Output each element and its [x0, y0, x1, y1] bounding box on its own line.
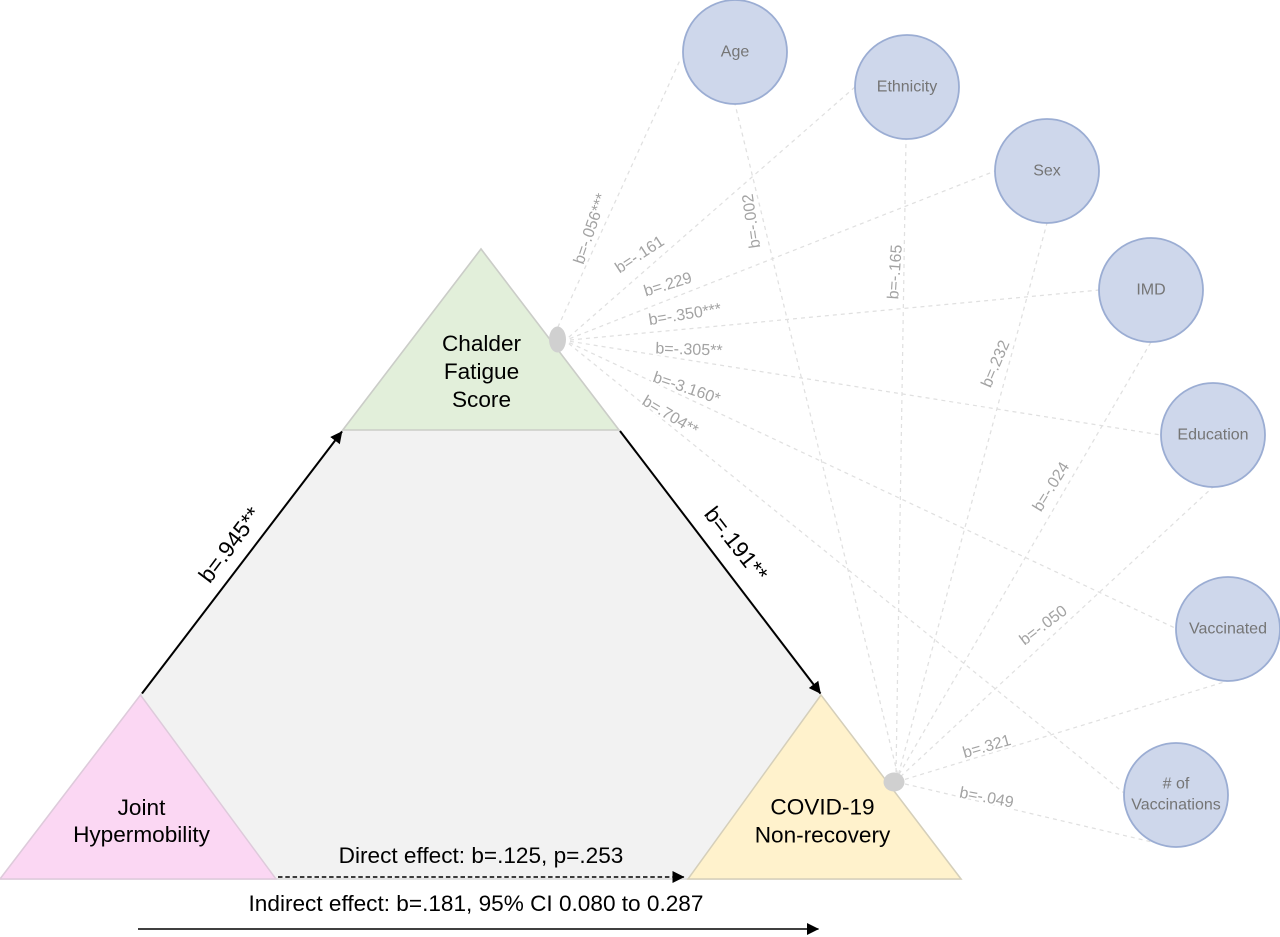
svg-text:b=.704**: b=.704** — [639, 393, 701, 439]
svg-text:b=-.024: b=-.024 — [1030, 459, 1073, 514]
svg-text:Fatigue: Fatigue — [444, 359, 519, 384]
svg-text:Direct effect: b=.125, p=.253: Direct effect: b=.125, p=.253 — [339, 843, 624, 868]
svg-text:Vaccinations: Vaccinations — [1131, 797, 1221, 814]
svg-text:Ethnicity: Ethnicity — [877, 79, 937, 96]
svg-text:Hypermobility: Hypermobility — [73, 822, 211, 847]
svg-text:COVID-19: COVID-19 — [770, 795, 874, 820]
svg-text:b=-.305**: b=-.305** — [655, 340, 723, 359]
svg-text:Non-recovery: Non-recovery — [755, 823, 891, 848]
svg-text:b=-.161: b=-.161 — [612, 233, 667, 277]
svg-text:Sex: Sex — [1033, 163, 1061, 180]
svg-text:Age: Age — [721, 44, 750, 61]
svg-text:Education: Education — [1177, 427, 1248, 444]
svg-text:b=.232: b=.232 — [979, 338, 1014, 390]
svg-text:b=-.165: b=-.165 — [885, 244, 906, 300]
svg-text:b=-.056***: b=-.056*** — [571, 192, 611, 267]
svg-text:Vaccinated: Vaccinated — [1189, 621, 1267, 638]
svg-text:b=-.350***: b=-.350*** — [647, 301, 722, 329]
svg-text:Score: Score — [452, 387, 511, 412]
svg-text:b=-.050: b=-.050 — [1017, 602, 1071, 649]
svg-text:b=.321: b=.321 — [961, 732, 1013, 762]
svg-text:Joint: Joint — [118, 795, 166, 820]
svg-text:# of: # of — [1163, 776, 1190, 793]
svg-text:b=-.049: b=-.049 — [958, 784, 1015, 811]
svg-text:Chalder: Chalder — [442, 331, 522, 356]
svg-text:Indirect effect: b=.181, 95% C: Indirect effect: b=.181, 95% CI 0.080 to… — [249, 891, 704, 916]
svg-text:b=.229: b=.229 — [642, 270, 694, 301]
svg-text:b=-.002: b=-.002 — [740, 193, 764, 250]
svg-text:IMD: IMD — [1136, 282, 1165, 299]
